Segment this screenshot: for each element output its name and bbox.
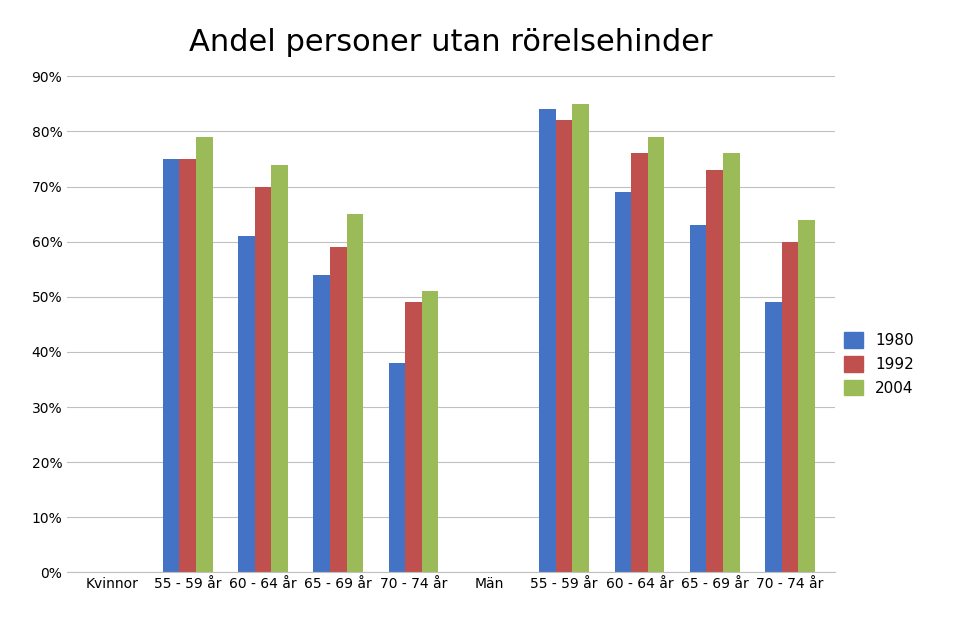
Bar [313,275,330,572]
Bar [614,192,631,572]
Bar [690,225,707,572]
Bar [196,137,212,572]
Bar [765,302,781,572]
Bar [347,214,363,572]
Bar [556,120,572,572]
Legend: 1980, 1992, 2004: 1980, 1992, 2004 [838,326,920,402]
Bar [238,236,254,572]
Bar [330,247,347,572]
Bar [572,104,589,572]
Bar [648,137,664,572]
Bar [781,242,799,572]
Bar [707,170,723,572]
Bar [180,159,196,572]
Bar [254,186,272,572]
Bar [163,159,180,572]
Bar [405,302,421,572]
Title: Andel personer utan rörelsehinder: Andel personer utan rörelsehinder [189,29,713,57]
Bar [723,153,739,572]
Bar [540,109,556,572]
Bar [421,291,439,572]
Bar [272,165,288,572]
Bar [631,153,648,572]
Bar [389,363,405,572]
Bar [799,219,815,572]
